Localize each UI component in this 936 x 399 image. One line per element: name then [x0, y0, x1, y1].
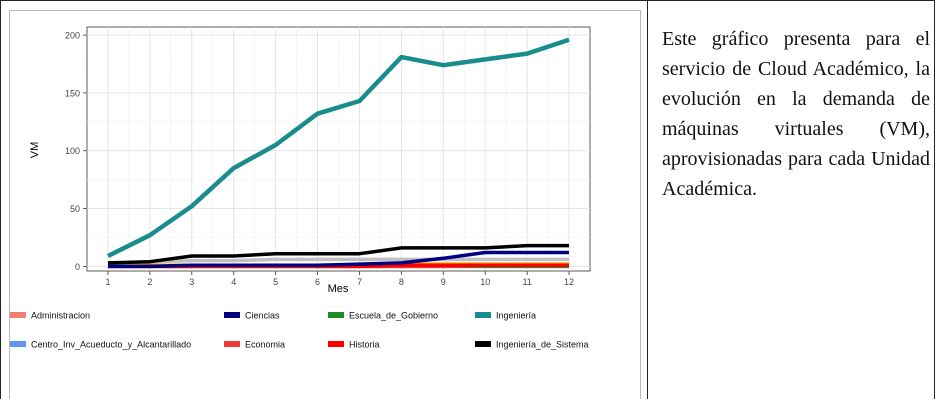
x-tick-label: 8 [399, 277, 404, 287]
legend-key [475, 341, 491, 347]
legend-label: Escuela_de_Gobierno [349, 311, 438, 321]
series-line-ciencias [108, 250, 569, 269]
legend: Administracion Ciencias Escuela_de_Gobiern… [10, 311, 589, 350]
legend-key [328, 341, 344, 347]
x-tick-label: 10 [480, 277, 490, 287]
table-column-divider [647, 0, 648, 399]
legend-label: Administracion [31, 311, 90, 321]
legend-label: Ingeniería [496, 311, 536, 321]
x-axis-label: Mes [328, 283, 349, 295]
legend-key [475, 312, 491, 318]
x-tick-label: 3 [189, 277, 194, 287]
series-lines [106, 37, 570, 269]
y-tick-label: 150 [65, 88, 80, 98]
x-axis-ticks: 1 2 3 4 5 6 7 8 9 10 11 12 [105, 271, 574, 287]
y-tick-label: 0 [75, 262, 80, 272]
x-tick-label: 7 [357, 277, 362, 287]
legend-key [10, 312, 26, 318]
legend-key [224, 341, 240, 347]
legend-label: Ciencias [245, 311, 280, 321]
x-tick-label: 4 [231, 277, 236, 287]
series-line-unlabeled [107, 257, 569, 266]
legend-key [224, 312, 240, 318]
y-tick-label: 100 [65, 146, 80, 156]
legend-key [10, 341, 26, 347]
x-tick-label: 5 [273, 277, 278, 287]
y-tick-label: 200 [65, 31, 80, 41]
x-tick-label: 1 [105, 277, 110, 287]
x-tick-label: 6 [315, 277, 320, 287]
y-axis-label: VM [29, 142, 41, 159]
caption-text: Este gráfico presenta para el servicio d… [662, 28, 930, 200]
series-line-ingenier-a [106, 37, 570, 259]
grid-lines [87, 27, 590, 271]
y-tick-label: 50 [70, 204, 80, 214]
x-tick-label: 2 [147, 277, 152, 287]
x-tick-label: 11 [522, 277, 531, 287]
legend-label: Centro_Inv_Acueducto_y_Alcantarillado [31, 340, 191, 350]
y-axis-ticks: 0 50 100 150 200 [65, 31, 87, 272]
legend-key [328, 312, 344, 318]
chart-figure: 0 50 100 150 200 1 2 3 4 5 6 7 8 9 10 11 12 Mes VM Admi… [9, 10, 641, 399]
series-line-ingenier-a-de-sistemas [107, 243, 569, 265]
x-tick-label: 9 [441, 277, 446, 287]
legend-label: Economia [245, 340, 285, 350]
x-tick-label: 12 [564, 277, 574, 287]
legend-label: Historia [349, 340, 380, 350]
legend-label: Ingeniería_de_Sistema [496, 340, 589, 350]
